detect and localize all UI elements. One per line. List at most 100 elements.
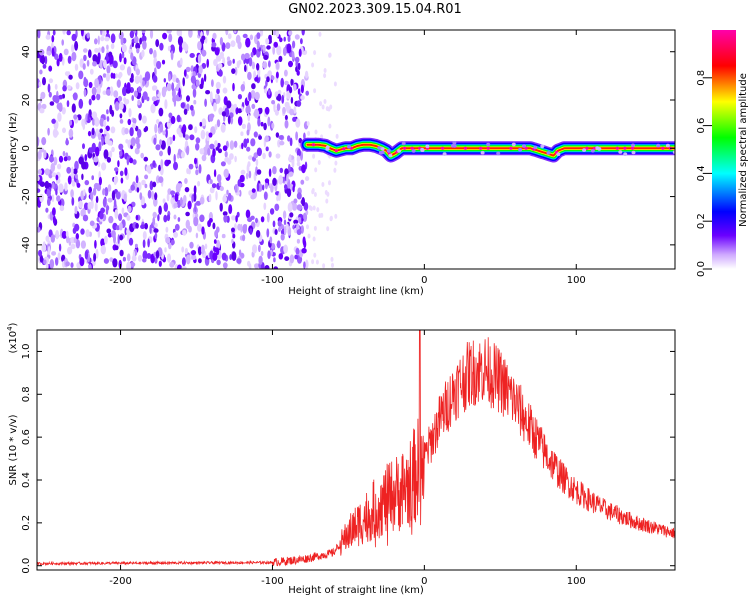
heatmap-cell (244, 64, 247, 72)
heatmap-cell (217, 142, 221, 148)
heatmap-cell (278, 175, 283, 185)
heatmap-cell (103, 258, 109, 264)
heatmap-cell (185, 254, 191, 265)
heatmap-cell (245, 105, 251, 115)
y-tick-label: 0.2 (21, 515, 32, 531)
heatmap-cell (377, 146, 382, 150)
heatmap-cell (303, 261, 306, 269)
heatmap-cell (540, 144, 545, 149)
heatmap-cell (176, 199, 181, 208)
heatmap-cell (144, 222, 149, 230)
heatmap-cell (123, 97, 127, 103)
page-title: GN02.2023.309.15.04.R01 (288, 2, 462, 17)
heatmap-cell (91, 86, 97, 96)
heatmap-cell (260, 121, 264, 127)
heatmap-cell (275, 71, 279, 79)
heatmap-cell (292, 40, 296, 49)
heatmap-cell (211, 183, 217, 189)
heatmap-cell (120, 177, 124, 184)
heatmap-cell (176, 127, 181, 135)
heatmap-cell (133, 90, 138, 98)
heatmap-cell (166, 83, 172, 92)
heatmap-cell (42, 77, 46, 86)
heatmap-cell (170, 50, 174, 61)
heatmap-cell (197, 54, 202, 64)
heatmap-cell (39, 108, 45, 114)
heatmap-cell (55, 174, 59, 181)
heatmap-cell (152, 75, 158, 83)
heatmap-cell (212, 32, 217, 40)
heatmap-cell (178, 44, 183, 53)
colorbar: 0.0 0.2 0.4 0.6 0.8 Normalized spectral ampl… (696, 30, 749, 277)
heatmap-cell (62, 30, 66, 35)
heatmap-cell (246, 146, 251, 152)
heatmap-cell (263, 88, 268, 94)
heatmap-cell (115, 245, 119, 251)
heatmap-cell (250, 215, 255, 220)
heatmap-cell (168, 73, 171, 82)
heatmap-cell (173, 231, 179, 238)
heatmap-cell (303, 202, 309, 211)
heatmap-cell (51, 251, 57, 256)
heatmap-cell (58, 243, 62, 252)
heatmap-cell (114, 209, 119, 219)
heatmap-cell (111, 146, 115, 153)
signal-peak (509, 146, 513, 150)
heatmap-cell (71, 44, 75, 53)
heatmap-cell (142, 40, 147, 50)
heatmap-cell (242, 234, 246, 242)
heatmap-cell (131, 123, 136, 129)
heatmap-cell (122, 86, 127, 97)
heatmap-cell (146, 165, 151, 173)
heatmap-cell (217, 148, 223, 154)
heatmap-cell (62, 127, 66, 134)
heatmap-cell (119, 222, 123, 231)
heatmap-cell (386, 149, 391, 153)
heatmap-cell (153, 49, 157, 60)
heatmap-signal-line (300, 137, 675, 163)
heatmap-cell (163, 78, 166, 83)
heatmap-cell (193, 185, 197, 195)
heatmap-cell (184, 187, 190, 193)
snr-series-line (37, 330, 675, 567)
heatmap-cell (55, 230, 60, 240)
heatmap-cell (146, 96, 150, 102)
heatmap-cell (595, 146, 600, 150)
heatmap-cell (87, 201, 93, 210)
heatmap-cell (82, 143, 85, 150)
heatmap-cell (212, 222, 216, 230)
heatmap-cell (158, 107, 164, 117)
heatmap-cell (281, 94, 285, 104)
heatmap-cell (179, 57, 183, 66)
heatmap-cell (170, 115, 176, 125)
heatmap-cell (263, 54, 269, 61)
heatmap-cell (283, 225, 287, 236)
heatmap-cell (98, 47, 102, 53)
heatmap-cell (189, 241, 194, 249)
heatmap-cell (175, 77, 179, 84)
heatmap-cell (275, 132, 280, 138)
heatmap-cell (45, 235, 50, 242)
heatmap-cell (235, 215, 238, 223)
heatmap-cell (168, 33, 173, 43)
heatmap-cell (189, 104, 194, 111)
signal-peak (334, 149, 338, 153)
heatmap-cell (184, 247, 188, 255)
snr-axes-frame (36, 329, 676, 571)
heatmap-cell (114, 101, 120, 111)
heatmap-cell (263, 191, 268, 200)
heatmap-cell (214, 93, 219, 100)
heatmap-cell (235, 34, 241, 45)
heatmap-cell (315, 259, 319, 265)
heatmap-cell (303, 132, 306, 140)
heatmap-cell (144, 71, 151, 81)
heatmap-cell (222, 211, 228, 217)
heatmap-cell (98, 141, 102, 152)
heatmap-cell (195, 200, 201, 206)
heatmap-cell (149, 48, 153, 55)
heatmap-cell (103, 149, 109, 160)
heatmap-cell (300, 179, 305, 185)
heatmap-cell (91, 175, 94, 181)
heatmap-noise-region (37, 30, 339, 269)
heatmap-cell (258, 244, 261, 253)
